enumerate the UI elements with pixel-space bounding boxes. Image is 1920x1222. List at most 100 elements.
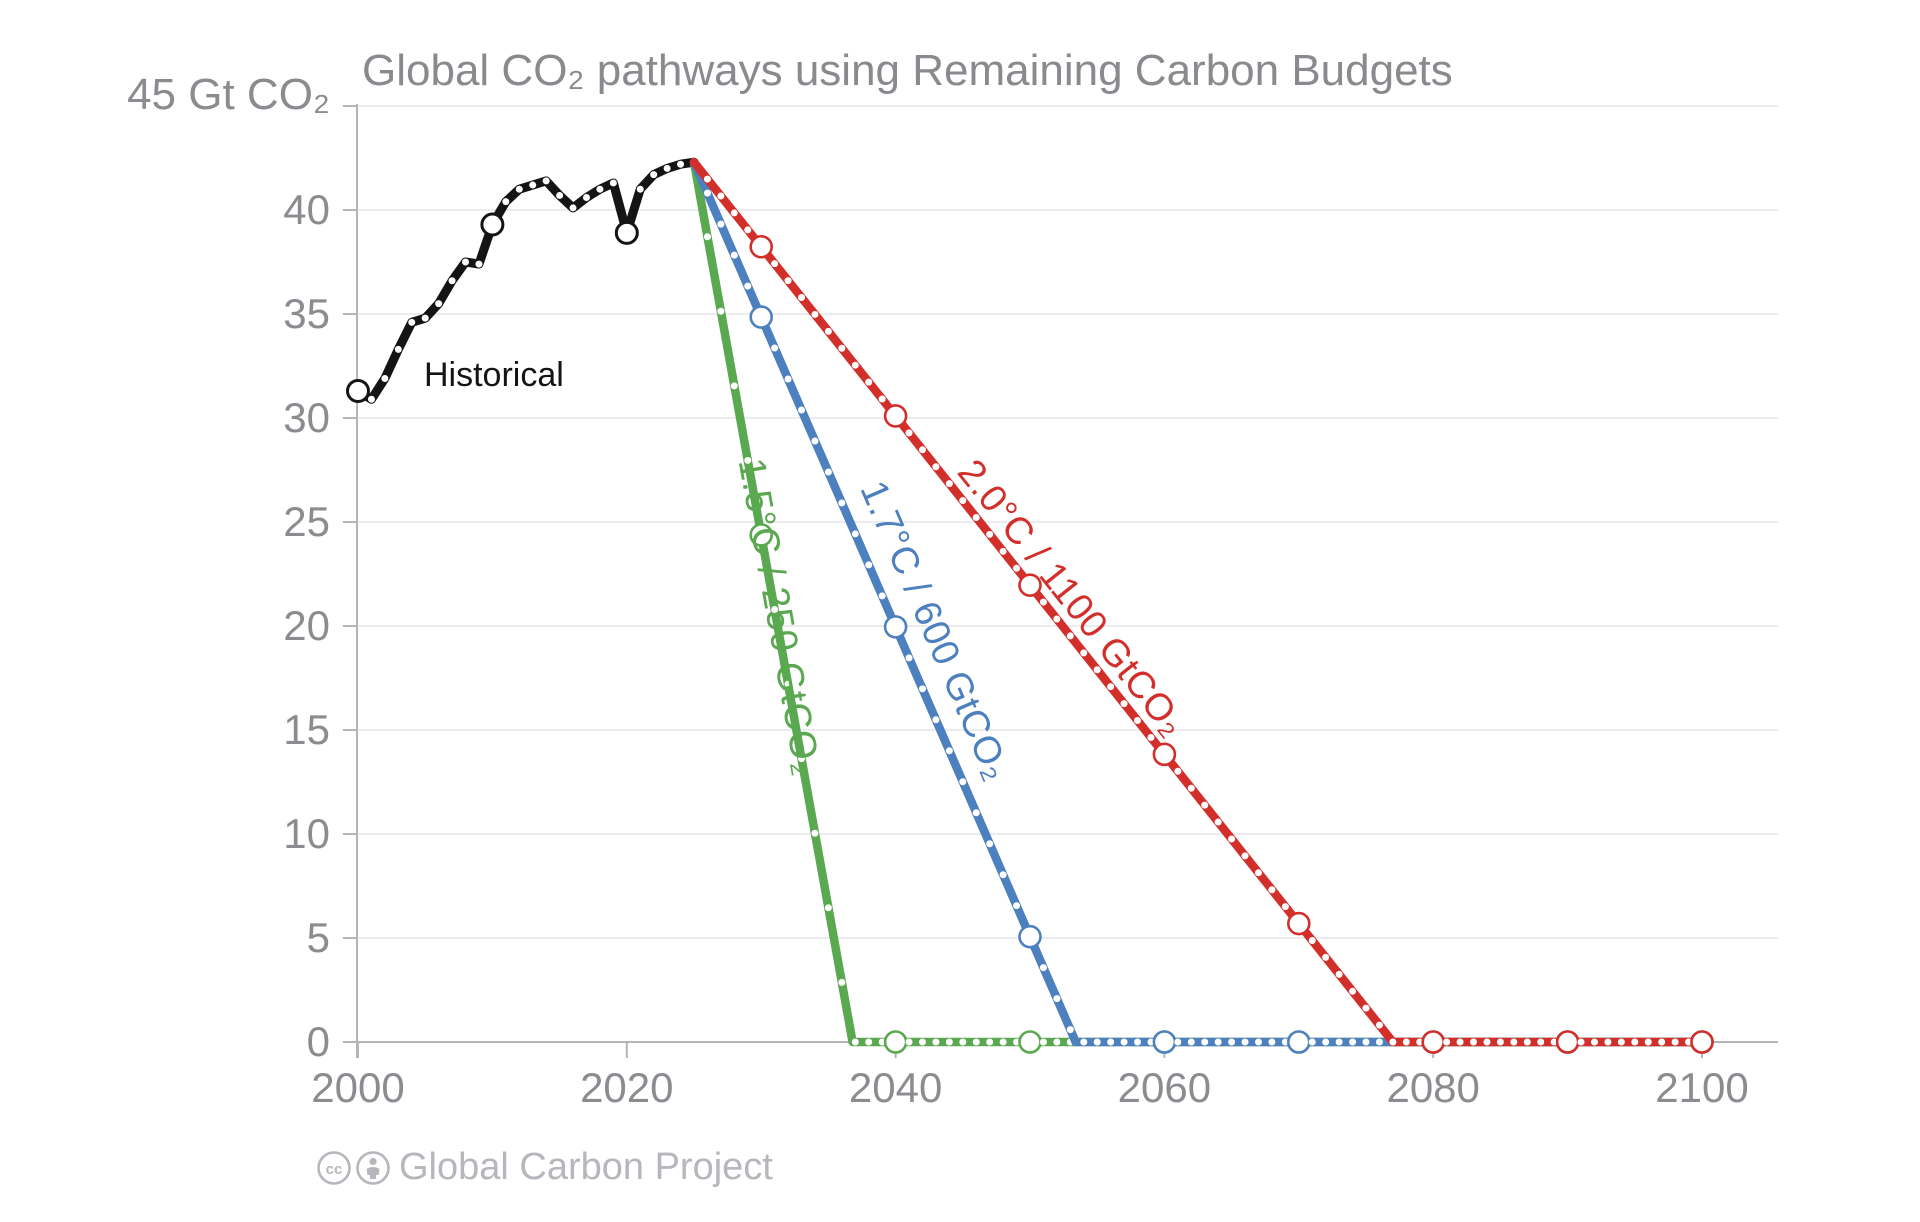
y-tick-label: 20 [283, 602, 330, 649]
historical-year-dot [502, 198, 510, 206]
pathway-1.7C-year-dot [1053, 995, 1061, 1003]
pathway-1.7C-year-dot [1093, 1038, 1101, 1046]
pathway-1.5C-year-dot [838, 978, 846, 986]
pathway-1.7C-year-dot [945, 747, 953, 755]
pathway-1.7C-decade-marker [1018, 924, 1042, 949]
pathway-2.0C-decade-marker [1287, 911, 1311, 936]
y-axis-unit-label: 45 Gt CO₂ [127, 70, 330, 119]
pathway-1.5C-year-dot [703, 233, 711, 241]
historical-year-dot [435, 300, 443, 308]
license-icons: cc [316, 1150, 391, 1186]
pathway-1.7C-year-dot [1066, 1026, 1074, 1034]
pathway-2.0C-year-dot [1268, 886, 1276, 894]
pathway-1.5C-decade-marker [883, 1030, 908, 1054]
pathway-2.0C-year-dot [824, 327, 832, 335]
pathway-2.0C-year-dot [1066, 632, 1074, 640]
pathway-1.5C-year-dot [945, 1038, 953, 1046]
pathway-1.7C-year-dot [744, 282, 752, 290]
pathway-2.0C-line [689, 157, 1707, 1047]
x-tick-label: 2020 [580, 1064, 674, 1111]
pathway-1.7C-year-dot [1254, 1038, 1262, 1046]
pathway-2.0C-year-dot [811, 310, 819, 318]
pathway-1.7C-year-dot [824, 468, 832, 476]
pathway-2.0C-year-dot [945, 480, 953, 488]
pathway-1.5C-line [689, 157, 1707, 1047]
pathway-2.0C-year-dot [1308, 936, 1316, 944]
pathway-1.5C-year-dot [932, 1038, 940, 1046]
pathway-2.0C-decade-marker [749, 234, 774, 259]
pathway-1.7C-year-dot [703, 189, 711, 197]
pathway-2.0C-year-dot [1443, 1038, 1451, 1046]
pathway-2.0C-year-dot [851, 361, 859, 369]
pathway-1.7C-decade-marker [1152, 1030, 1177, 1054]
pathway-1.7C-year-dot [986, 840, 994, 848]
y-tick-label: 40 [283, 186, 330, 233]
pathway-2.0C-year-dot [1631, 1038, 1639, 1046]
pathway-2.0C-decade-marker [1018, 573, 1042, 597]
pathway-1.5C-decade-marker [749, 523, 774, 547]
historical-year-dot [367, 395, 375, 403]
pathway-2.0C-year-dot [905, 429, 913, 437]
pathway-2.0C-year-dot [1093, 666, 1101, 674]
pathway-2.0C-year-dot [878, 395, 886, 403]
attribution: cc Global Carbon Project [316, 1146, 773, 1189]
pathway-1.5C-year-dot [918, 1038, 926, 1046]
historical-series-label: Historical [424, 356, 564, 394]
pathway-2.0C-year-dot [1577, 1038, 1585, 1046]
pathway-1.7C-year-dot [999, 871, 1007, 879]
pathway-1.5C-year-dot [771, 606, 779, 614]
pathway-1.7C-decade-marker [883, 615, 908, 639]
pathway-2.0C-year-dot [838, 344, 846, 352]
historical-year-dot [515, 185, 523, 193]
pathway-2.0C-year-dot [1147, 733, 1155, 741]
pathway-1.5C-year-dot [986, 1038, 994, 1046]
pathway-2.0C-decade-marker [1555, 1030, 1580, 1054]
pathway-1.5C-year-dot [1039, 1038, 1047, 1046]
pathway-1.7C-year-dot [1107, 1038, 1115, 1046]
pathway-1.7C-year-dot [798, 406, 806, 414]
pathway-2.0C-year-dot [1496, 1038, 1504, 1046]
y-tick-label: 30 [283, 394, 330, 441]
pathway-2.0C-year-dot [918, 446, 926, 454]
pathway-2.0C-year-dot [1335, 970, 1343, 978]
pathway-1.5C-year-dot [865, 1038, 873, 1046]
pathway-2.0C-year-dot [959, 497, 967, 505]
pathway-1.7C-decade-marker [1287, 1030, 1311, 1054]
historical-year-dot [636, 185, 644, 193]
y-tick-label: 10 [283, 810, 330, 857]
pathway-2.0C-year-dot [1134, 717, 1142, 725]
pathway-1.5C-year-dot [811, 829, 819, 837]
chart-title: Global CO₂ pathways using Remaining Carb… [362, 46, 1453, 95]
pathway-1.7C-year-dot [878, 592, 886, 600]
pathway-2.0C-year-dot [972, 513, 980, 521]
pathway-2.0C-year-dot [1510, 1038, 1518, 1046]
pathway-2.0C-year-dot [1053, 615, 1061, 623]
pathway-1.7C-year-dot [1281, 1038, 1289, 1046]
pathway-2.0C-year-dot [744, 226, 752, 234]
historical-decade-marker [346, 378, 370, 403]
pathway-1.5C-year-dot [730, 382, 738, 390]
pathway-2.0C-year-dot [703, 175, 711, 183]
historical-year-dot [448, 277, 456, 285]
pathway-1.5C-year-dot [824, 904, 832, 912]
pathway-2.0C-year-dot [1174, 767, 1182, 775]
pathway-2.0C-year-dot [1349, 987, 1357, 995]
pathway-2.0C-year-dot [986, 530, 994, 538]
historical-year-dot [475, 260, 483, 268]
pathway-1.7C-year-dot [1187, 1038, 1195, 1046]
cc-icon: cc [317, 1150, 351, 1185]
pathway-1.7C-year-dot [865, 561, 873, 569]
pathway-1.7C-year-dot [771, 344, 779, 352]
pathway-2.0C-year-dot [1644, 1038, 1652, 1046]
pathway-2.0C-year-dot [1483, 1038, 1491, 1046]
pathway-1.5C-year-dot [717, 307, 725, 315]
historical-year-dot [650, 171, 658, 179]
pathway-1.7C-year-dot [717, 220, 725, 228]
pathway-1.7C-year-dot [1375, 1038, 1383, 1046]
pathway-2.0C-year-dot [1523, 1038, 1531, 1046]
pathway-1.7C-year-dot [1241, 1038, 1249, 1046]
pathway-1.7C-year-dot [1335, 1038, 1343, 1046]
pathway-1.7C-line [689, 157, 1707, 1047]
pathway-1.7C-year-dot [932, 716, 940, 724]
x-tick-label: 2040 [848, 1064, 943, 1111]
